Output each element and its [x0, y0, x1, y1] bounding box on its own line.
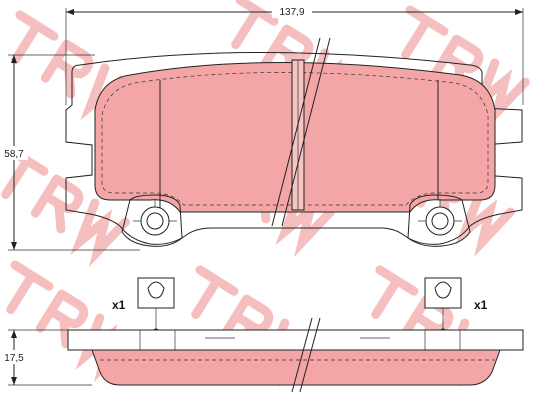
height-dimension [2, 54, 140, 251]
thickness-label: 17,5 [4, 353, 24, 364]
thickness-dimension [2, 329, 92, 386]
friction-material-side [91, 349, 501, 386]
width-label: 137,9 [279, 7, 304, 18]
clip-right [424, 277, 462, 336]
quantity-left: x1 [112, 298, 126, 312]
clip-left [137, 277, 175, 336]
quantity-right: x1 [474, 298, 488, 312]
brake-pad-side-view [67, 317, 524, 393]
brake-pad-front-view [65, 37, 523, 247]
width-dimension [65, 4, 524, 105]
height-label: 58,7 [4, 149, 24, 160]
